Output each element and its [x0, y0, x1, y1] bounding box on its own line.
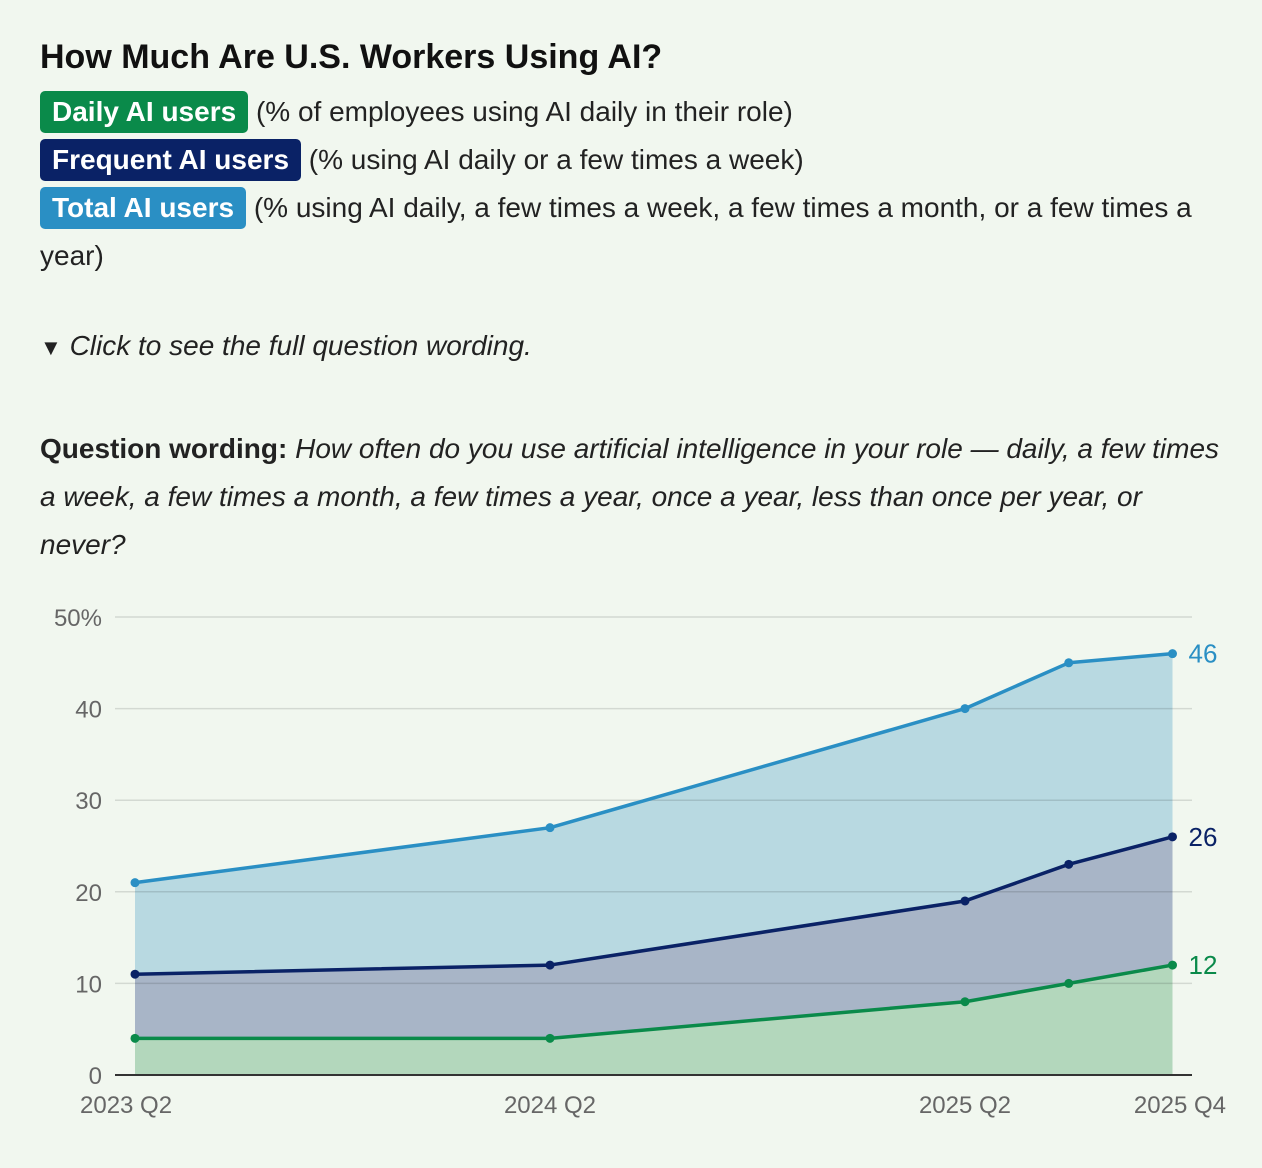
- chart-title: How Much Are U.S. Workers Using AI?: [40, 38, 663, 76]
- legend: Daily AI users (% of employees using AI …: [40, 88, 1220, 280]
- end-label: 26: [1189, 822, 1218, 852]
- end-label: 46: [1189, 639, 1218, 669]
- data-point: [960, 896, 970, 906]
- legend-frequent: Frequent AI users (% using AI daily or a…: [40, 136, 1220, 184]
- wording-text: How often do you use artificial intellig…: [40, 433, 1220, 560]
- data-point: [545, 1033, 555, 1043]
- data-point: [130, 1033, 140, 1043]
- y-tick-label: 30: [75, 788, 102, 815]
- daily-badge: Daily AI users: [40, 91, 249, 133]
- data-point: [1168, 832, 1177, 842]
- data-point: [1064, 658, 1074, 668]
- data-point: [1064, 859, 1074, 869]
- daily-desc: (% of employees using AI daily in their …: [248, 96, 793, 127]
- legend-daily: Daily AI users (% of employees using AI …: [40, 88, 1220, 136]
- y-tick-label: 10: [75, 971, 102, 998]
- data-point: [1168, 649, 1177, 659]
- frequent-badge: Frequent AI users: [40, 139, 302, 181]
- wording-label: Question wording:: [40, 433, 288, 464]
- total-desc: (% using AI daily, a few times a week, a…: [40, 192, 1192, 271]
- data-point: [1064, 978, 1074, 988]
- total-badge: Total AI users: [40, 187, 247, 229]
- data-point: [545, 823, 555, 833]
- x-tick-label: 2023 Q2: [80, 1092, 172, 1119]
- y-tick-label: 20: [75, 880, 102, 907]
- x-tick-label: 2024 Q2: [504, 1092, 596, 1119]
- data-point: [960, 704, 970, 714]
- data-point: [130, 969, 140, 979]
- area-fill-2: [135, 965, 1173, 1075]
- y-tick-label: 40: [75, 697, 102, 724]
- toggle-label: Click to see the full question wording.: [69, 330, 532, 361]
- y-tick-label: 0: [89, 1063, 102, 1090]
- data-point: [130, 878, 140, 888]
- triangle-down-icon: ▼: [40, 335, 62, 360]
- data-point: [960, 997, 970, 1007]
- question-wording: Question wording: How often do you use a…: [40, 425, 1230, 569]
- legend-total: Total AI users (% using AI daily, a few …: [40, 184, 1220, 280]
- data-point: [1168, 960, 1177, 970]
- end-label: 12: [1189, 950, 1218, 980]
- x-tick-label: 2025 Q4: [1134, 1092, 1226, 1119]
- frequent-desc: (% using AI daily or a few times a week): [301, 144, 804, 175]
- data-point: [545, 960, 555, 970]
- x-tick-label: 2025 Q2: [919, 1092, 1011, 1119]
- area-chart: 0 10 20 30 40 50% 2023 Q2 2024 Q2 2025 Q2 2025 Q4…: [54, 605, 1226, 1119]
- question-toggle[interactable]: ▼ Click to see the full question wording…: [40, 330, 532, 362]
- y-tick-label: 50%: [54, 605, 102, 632]
